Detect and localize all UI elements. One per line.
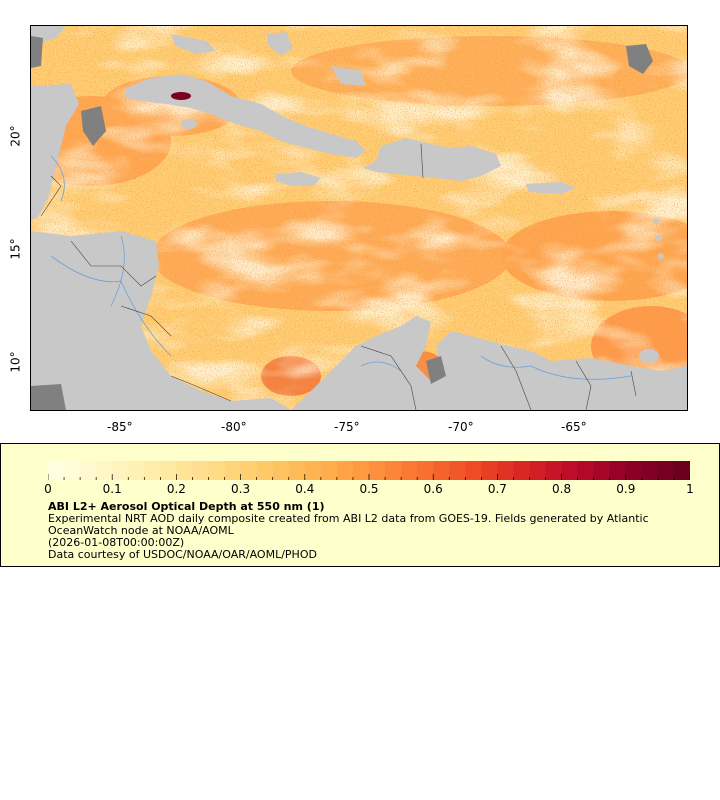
no-data-areas xyxy=(31,36,653,410)
borders xyxy=(40,143,637,410)
colorbar-tick-label: 0.9 xyxy=(616,482,636,496)
colorbar-swatch xyxy=(385,461,402,480)
land-bahamas xyxy=(171,34,216,54)
aod-map xyxy=(30,25,688,411)
legend-date: (2026-01-08T00:00:00Z) xyxy=(48,536,185,549)
colorbar-swatch xyxy=(288,461,306,480)
legend-text: ABI L2+ Aerosol Optical Depth at 550 nm … xyxy=(48,501,688,561)
land-isla-juventud xyxy=(181,119,197,129)
colorbar-swatch xyxy=(240,461,258,480)
land-jamaica xyxy=(276,172,321,186)
land-yucatan xyxy=(31,84,79,221)
colorbar-tick-label: 0.7 xyxy=(487,482,507,496)
land-central-america xyxy=(31,231,291,410)
colorbar-swatch xyxy=(192,461,210,480)
legend-description: Experimental NRT AOD daily composite cre… xyxy=(48,512,649,537)
lat-tick-label: 20° xyxy=(8,125,23,147)
colorbar-tick-label: 0.2 xyxy=(166,482,186,496)
colorbar-swatch xyxy=(625,461,643,480)
colorbar-swatch xyxy=(481,461,498,480)
colorbar-swatch xyxy=(176,461,194,480)
land-bahamas-3 xyxy=(331,66,366,86)
colorbar-swatch xyxy=(609,461,627,480)
colorbar-swatch xyxy=(304,461,322,480)
lon-tick-label: -65° xyxy=(561,420,587,434)
colorbar-swatch xyxy=(513,461,531,480)
colorbar-swatch xyxy=(561,461,579,480)
colorbar-swatch xyxy=(433,461,450,480)
colorbar-swatch xyxy=(529,461,547,480)
colorbar-tick-label: 0.4 xyxy=(295,482,315,496)
colorbar-swatch xyxy=(48,461,65,480)
colorbar-swatch xyxy=(208,461,226,480)
lon-tick-label: -80° xyxy=(221,420,247,434)
colorbar-swatch xyxy=(80,461,97,480)
colorbar-swatch xyxy=(401,461,418,480)
land-hispaniola xyxy=(363,138,501,181)
lon-tick-label: -85° xyxy=(107,420,133,434)
land-puerto-rico xyxy=(526,182,576,194)
land-south-america xyxy=(291,316,687,410)
colorbar-swatch xyxy=(449,461,466,480)
colorbar-swatch xyxy=(641,461,659,480)
colorbar-swatch xyxy=(336,461,354,480)
colorbar-swatch xyxy=(657,461,675,480)
colorbar-swatch xyxy=(128,461,145,480)
colorbar-swatch xyxy=(417,461,434,480)
legend-panel: 0 0.1 0.2 0.3 0.4 0.5 0.6 0.7 0.8 0.9 1 ABI L2+ Ae… xyxy=(0,443,720,567)
lat-tick-label: 15° xyxy=(8,238,23,260)
colorbar-tick-label: 0.3 xyxy=(231,482,251,496)
colorbar-swatch xyxy=(352,461,370,480)
colorbar-swatch xyxy=(497,461,515,480)
colorbar-swatch xyxy=(112,461,129,480)
map-canvas xyxy=(31,26,687,410)
colorbar-swatch xyxy=(256,461,274,480)
lon-tick-label: -70° xyxy=(448,420,474,434)
colorbar-tick-label: 0 xyxy=(44,482,52,496)
colorbar-tick-label: 0.1 xyxy=(102,482,122,496)
colorbar-swatch xyxy=(272,461,290,480)
colorbar-swatch xyxy=(96,461,113,480)
colorbar-swatch xyxy=(144,461,161,480)
land-trinidad xyxy=(639,349,659,363)
colorbar-swatch xyxy=(224,461,242,480)
land-bahamas-2 xyxy=(266,32,293,56)
colorbar-swatch xyxy=(577,461,595,480)
colorbar-swatch xyxy=(320,461,338,480)
colorbar xyxy=(48,461,690,480)
colorbar-swatch xyxy=(465,461,482,480)
colorbar-swatch xyxy=(64,461,81,480)
colorbar-tick-label: 0.8 xyxy=(552,482,572,496)
legend-credit: Data courtesy of USDOC/NOAA/OAR/AOML/PHO… xyxy=(48,548,317,561)
colorbar-tick-label: 0.6 xyxy=(423,482,443,496)
colorbar-swatch xyxy=(673,461,690,480)
lat-tick-label: 10° xyxy=(8,351,23,373)
colorbar-swatch xyxy=(160,461,177,480)
colorbar-swatch xyxy=(369,461,386,480)
colorbar-tick-label: 0.5 xyxy=(359,482,379,496)
colorbar-swatch xyxy=(593,461,611,480)
colorbar-tick-label: 1 xyxy=(686,482,694,496)
colorbar-swatch xyxy=(545,461,563,480)
lon-tick-label: -75° xyxy=(334,420,360,434)
aod-hotspot xyxy=(171,92,191,100)
legend-title: ABI L2+ Aerosol Optical Depth at 550 nm … xyxy=(48,500,325,513)
